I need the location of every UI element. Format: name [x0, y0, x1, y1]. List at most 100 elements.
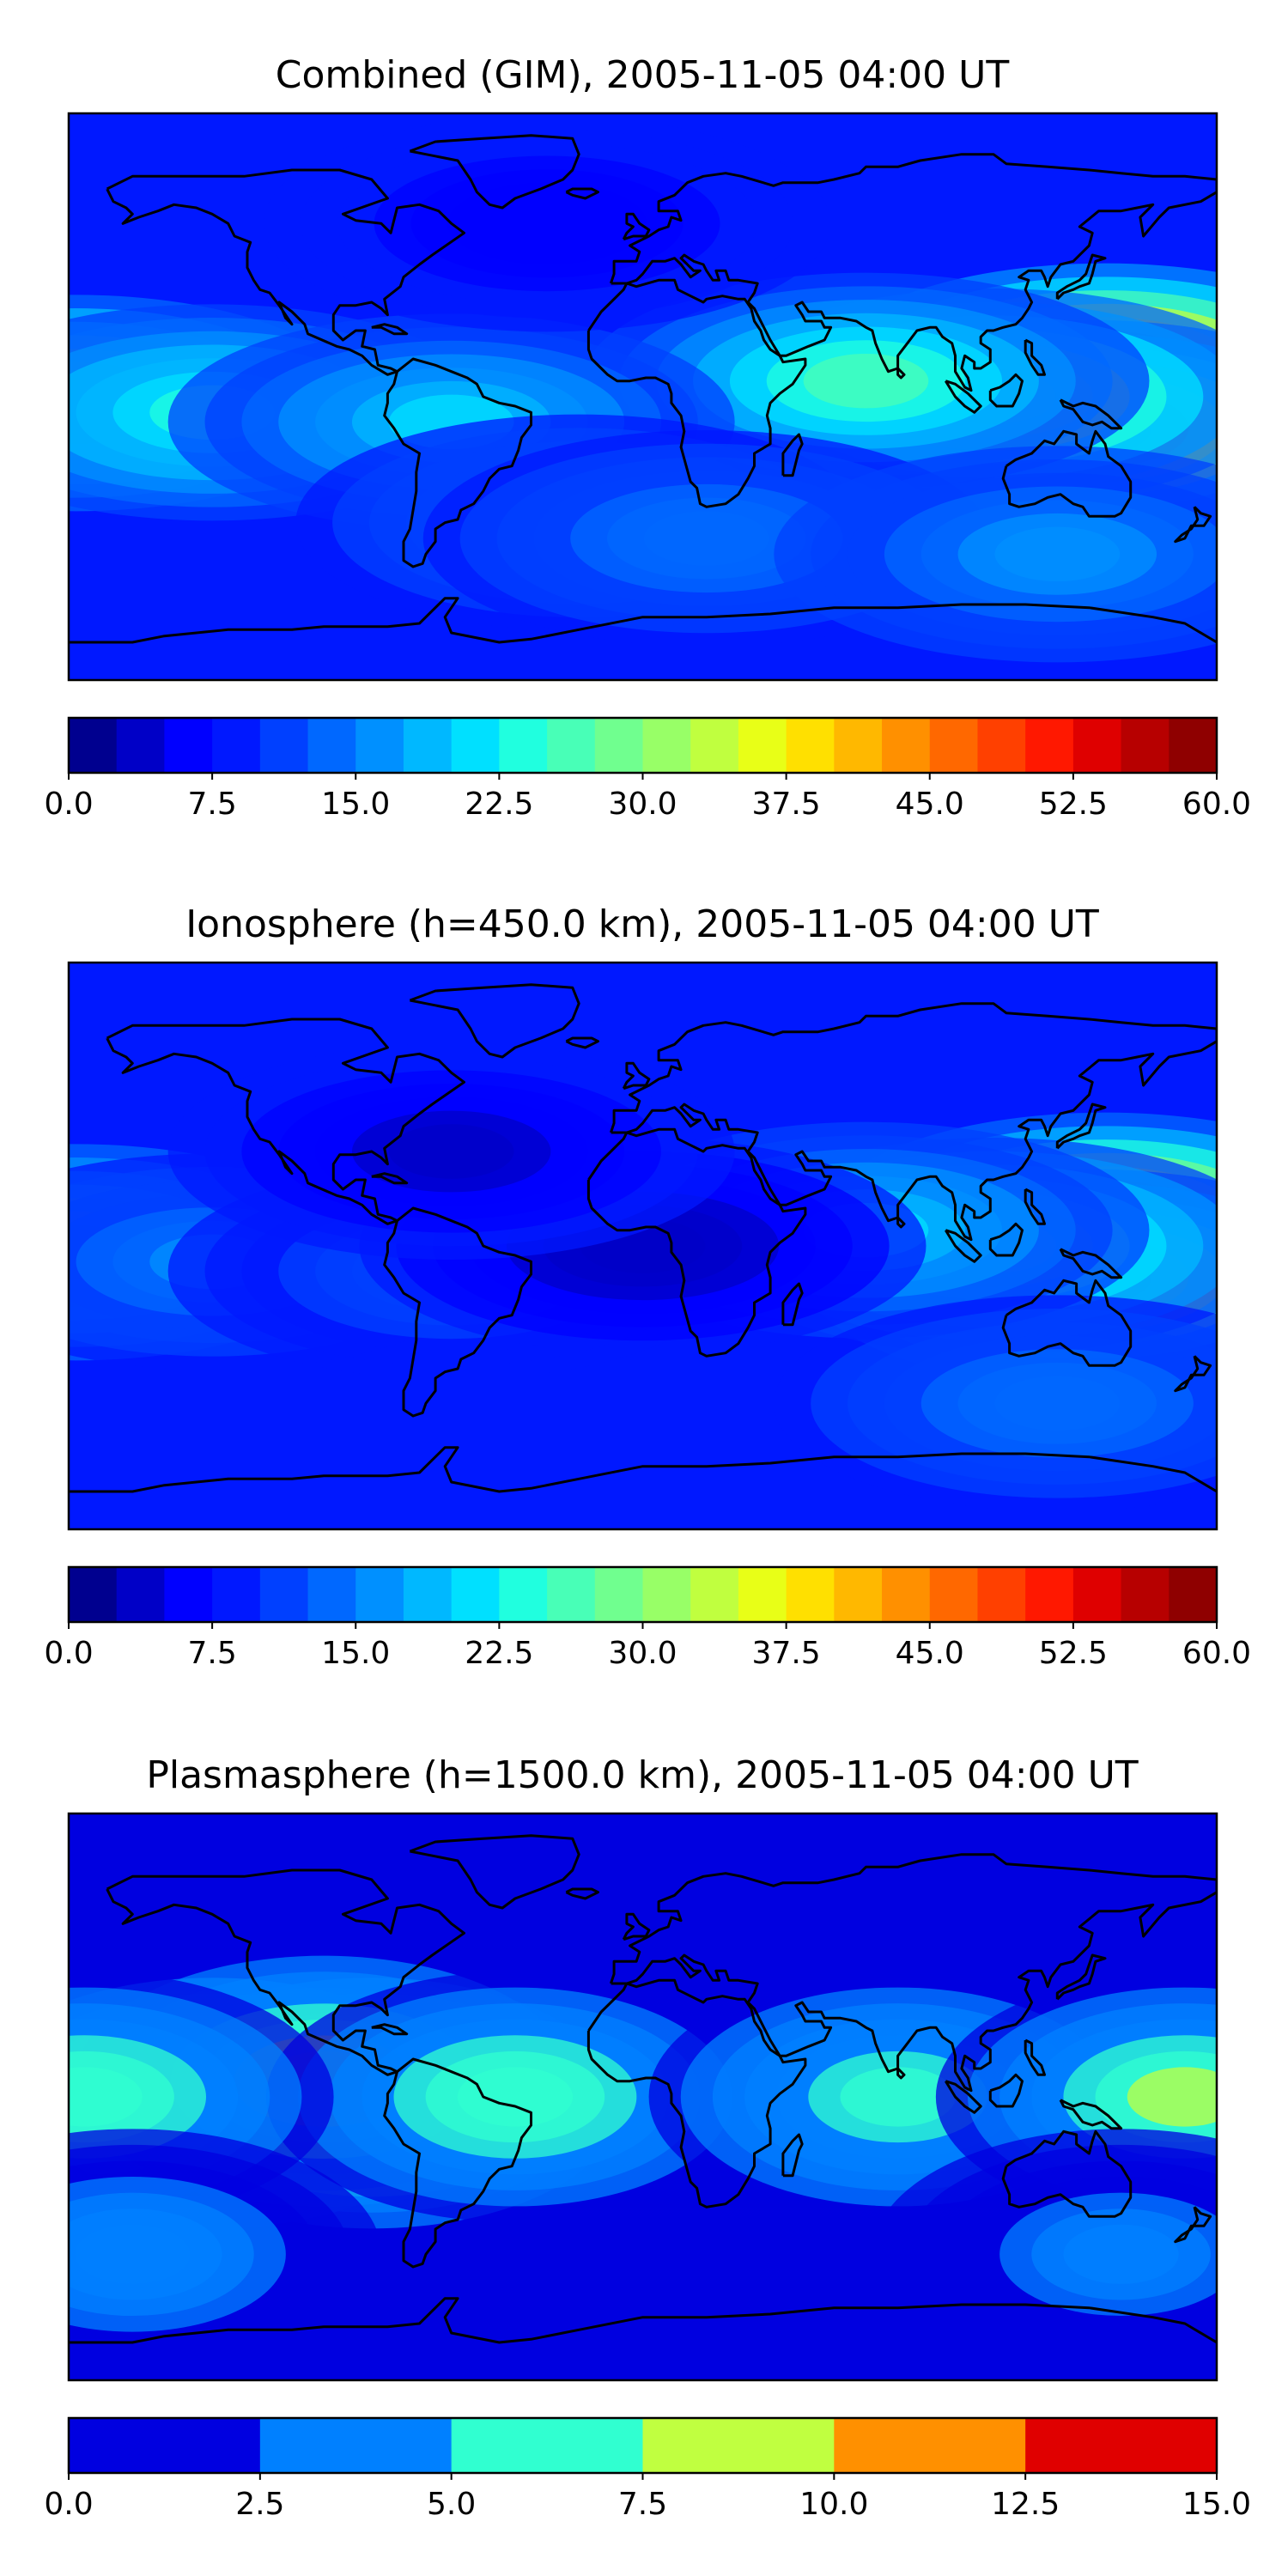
colorbar-segment: [69, 718, 118, 773]
colorbar-segment: [882, 718, 931, 773]
coastline: [896, 1216, 906, 1229]
coastline: [1024, 2038, 1046, 2076]
coastline: [565, 187, 599, 200]
colorbar-tick-label: 15.0: [321, 787, 390, 822]
colorbar-tick-label: 12.5: [991, 2487, 1060, 2522]
colorbar-segment: [403, 1567, 453, 1622]
colorbar-tick-labels: 0.0 7.5 15.0 22.5 30.0 37.5 45.0 52.5 60.0: [44, 787, 1251, 822]
coastline: [371, 2023, 409, 2036]
coastline: [383, 357, 532, 568]
colorbar-segment: [977, 718, 1026, 773]
colorbar-segment: [403, 718, 453, 773]
coastline: [371, 1172, 409, 1185]
coastlines: [69, 134, 1217, 644]
colorbar-segment: [594, 718, 644, 773]
coastline: [781, 433, 804, 477]
field-contour: [994, 526, 1121, 582]
colorbar-segment: [738, 718, 787, 773]
coastlines: [69, 983, 1217, 1493]
colorbar-tick-label: 45.0: [896, 1636, 964, 1671]
map-frame: [67, 1812, 1218, 2382]
colorbar-tick-label: 22.5: [465, 1636, 533, 1671]
colorbar-tick-label: 0.0: [44, 1636, 93, 1671]
colorbar-segment: [1025, 1567, 1074, 1622]
colorbar-tick-label: 0.0: [44, 787, 93, 822]
coastline: [565, 1036, 599, 1049]
colorbar: [67, 716, 1218, 780]
coastline: [622, 1061, 651, 1091]
coastline: [896, 2067, 906, 2080]
coastline: [409, 1834, 580, 1910]
field-contour: [840, 2067, 956, 2127]
colorbar-segment: [738, 1567, 787, 1622]
coastline: [383, 2057, 532, 2269]
colorbar-segment: [642, 1567, 691, 1622]
colorbar-segment: [786, 1567, 835, 1622]
colorbar-tick-label: 52.5: [1039, 1636, 1108, 1671]
colorbar-tick-label: 60.0: [1182, 1636, 1251, 1671]
colorbar-tick-label: 30.0: [608, 1636, 677, 1671]
field-contour: [75, 2224, 191, 2284]
map-frame: [67, 961, 1218, 1531]
colorbar-segment: [642, 718, 691, 773]
colorbar-segment: [1169, 718, 1218, 773]
panel-ionosphere: Ionosphere (h=450.0 km), 2005-11-05 04:0…: [44, 902, 1251, 1671]
coastline: [1059, 1248, 1123, 1279]
colorbar-tick-labels: 0.0 7.5 15.0 22.5 30.0 37.5 45.0 52.5 60.0: [44, 1636, 1251, 1671]
coastline: [69, 597, 1217, 644]
colorbar-segment: [164, 718, 213, 773]
colorbar-segment: [690, 1567, 739, 1622]
panel-title: Combined (GIM), 2005-11-05 04:00 UT: [276, 53, 1010, 97]
colorbar-segment: [834, 2418, 1026, 2473]
field-contour: [643, 511, 769, 566]
colorbar-tick-label: 0.0: [44, 2487, 93, 2522]
colorbar-tick-label: 30.0: [608, 787, 677, 822]
colorbar-segment: [1169, 1567, 1218, 1622]
coastline: [1174, 2206, 1212, 2244]
colorbar-segment: [116, 1567, 166, 1622]
colorbar-segment: [1072, 1567, 1122, 1622]
coastline: [69, 2297, 1217, 2344]
colorbar-segment: [69, 1567, 118, 1622]
colorbar-segment: [451, 1567, 500, 1622]
field-contour: [388, 1124, 514, 1179]
coastline: [586, 278, 807, 508]
coastline: [609, 1853, 1217, 2093]
colorbar-segment: [259, 718, 309, 773]
colorbar-segment: [882, 1567, 931, 1622]
colorbar-segment: [307, 718, 356, 773]
colorbar: [67, 2416, 1218, 2480]
field-contour: [69, 2067, 143, 2127]
colorbar-tick-label: 45.0: [896, 787, 964, 822]
panel-plasmasphere: Plasmasphere (h=1500.0 km), 2005-11-05 0…: [44, 1753, 1251, 2522]
coastlines: [69, 1834, 1217, 2344]
colorbar-segment: [547, 1567, 596, 1622]
coastline: [106, 1018, 465, 1225]
coastline: [609, 153, 1217, 392]
colorbar-segment: [212, 718, 261, 773]
coastline: [988, 2073, 1024, 2108]
coastline: [69, 1446, 1217, 1493]
colorbar-segment: [642, 2418, 835, 2473]
colorbar-segment: [164, 1567, 213, 1622]
map-field: [69, 963, 1217, 1529]
field-contour: [457, 2067, 574, 2127]
colorbar-segment: [499, 718, 548, 773]
field-contour: [1127, 2067, 1217, 2127]
map-field: [69, 113, 1217, 680]
coastline: [1174, 1355, 1212, 1393]
coastline: [1059, 398, 1123, 430]
panel-combined: Combined (GIM), 2005-11-05 04:00 UT 0.0 7…: [44, 53, 1251, 822]
colorbar-segment: [259, 2418, 453, 2473]
field-contour: [484, 196, 610, 252]
coastline: [1174, 506, 1212, 544]
coastline: [1001, 1279, 1133, 1367]
map-field: [69, 1814, 1217, 2380]
coastline: [988, 373, 1024, 408]
coastline: [586, 1127, 807, 1358]
colorbar: [67, 1565, 1218, 1629]
colorbar-segment: [547, 718, 596, 773]
coastline: [106, 168, 465, 376]
colorbar-segment: [1072, 718, 1122, 773]
